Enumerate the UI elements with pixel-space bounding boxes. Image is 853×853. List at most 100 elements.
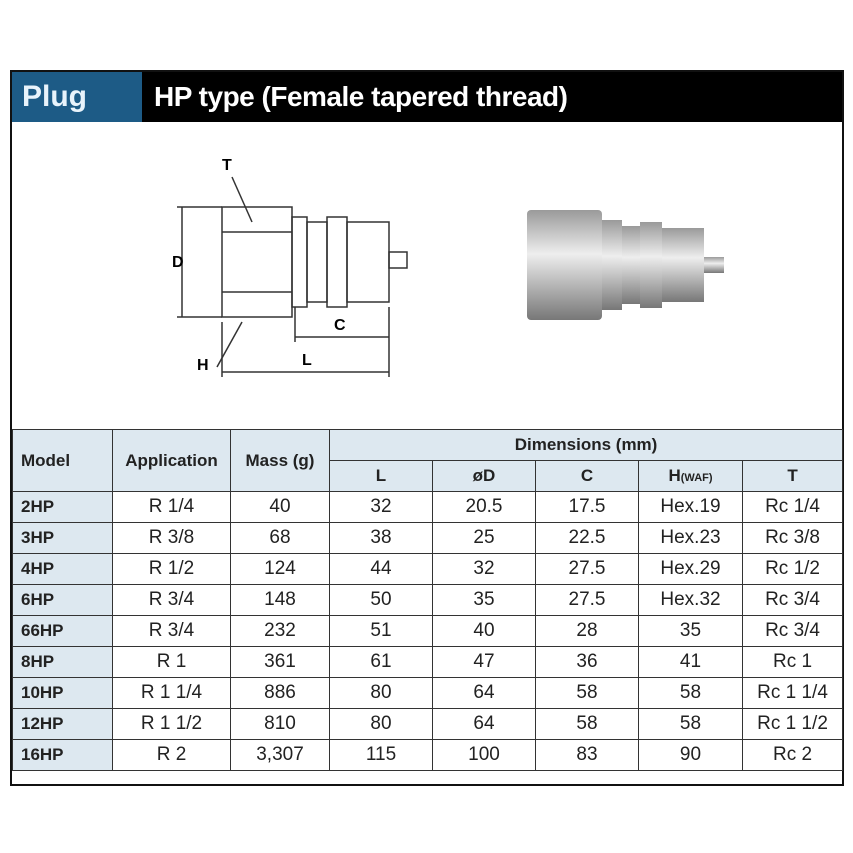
cell-H: 35 xyxy=(638,615,743,647)
header-model: Model xyxy=(12,429,113,492)
header-H: H(WAF) xyxy=(638,460,743,492)
cell-mass: 3,307 xyxy=(230,739,330,771)
cell-mass: 40 xyxy=(230,491,330,523)
cell-model: 6HP xyxy=(12,584,113,616)
cell-H: Hex.19 xyxy=(638,491,743,523)
cell-D: 64 xyxy=(432,677,536,709)
cell-mass: 886 xyxy=(230,677,330,709)
dimension-drawing: T D C H L xyxy=(172,157,724,377)
cell-L: 51 xyxy=(329,615,433,647)
table-row: 12HP R 1 1/2 810 80 64 58 58 Rc 1 1/2 xyxy=(12,708,844,740)
cell-model: 12HP xyxy=(12,708,113,740)
cell-T: Rc 1/2 xyxy=(741,553,844,585)
cell-H: Hex.23 xyxy=(638,522,743,554)
cell-application: R 1 1/4 xyxy=(112,677,231,709)
header-mass: Mass (g) xyxy=(230,429,330,492)
cell-T: Rc 1/4 xyxy=(741,491,844,523)
header-T: T xyxy=(741,460,844,492)
cell-D: 20.5 xyxy=(432,491,536,523)
cell-H: 41 xyxy=(638,646,743,678)
cell-T: Rc 1 1/2 xyxy=(741,708,844,740)
cell-application: R 3/4 xyxy=(112,615,231,647)
cell-L: 50 xyxy=(329,584,433,616)
figure-area: T D C H L xyxy=(12,122,842,429)
cell-C: 58 xyxy=(535,677,639,709)
label-D: D xyxy=(172,254,184,271)
category-label: Plug xyxy=(12,72,142,122)
cell-mass: 232 xyxy=(230,615,330,647)
cell-application: R 3/8 xyxy=(112,522,231,554)
cell-T: Rc 3/8 xyxy=(741,522,844,554)
cell-mass: 148 xyxy=(230,584,330,616)
cell-L: 38 xyxy=(329,522,433,554)
table-row: 16HP R 2 3,307 115 100 83 90 Rc 2 xyxy=(12,739,844,771)
header-bar: Plug HP type (Female tapered thread) xyxy=(12,72,842,122)
table-row: 8HP R 1 361 61 47 36 41 Rc 1 xyxy=(12,646,844,678)
cell-D: 32 xyxy=(432,553,536,585)
header-dimensions: Dimensions (mm) xyxy=(328,429,844,461)
cell-model: 3HP xyxy=(12,522,113,554)
table-row: 3HP R 3/8 68 38 25 22.5 Hex.23 Rc 3/8 xyxy=(12,522,844,554)
cell-T: Rc 1 xyxy=(741,646,844,678)
cell-application: R 1/2 xyxy=(112,553,231,585)
table-row: 66HP R 3/4 232 51 40 28 35 Rc 3/4 xyxy=(12,615,844,647)
cell-L: 32 xyxy=(329,491,433,523)
cell-C: 22.5 xyxy=(535,522,639,554)
header-L: L xyxy=(329,460,433,492)
table-row: 2HP R 1/4 40 32 20.5 17.5 Hex.19 Rc 1/4 xyxy=(12,491,844,523)
cell-D: 64 xyxy=(432,708,536,740)
cell-application: R 2 xyxy=(112,739,231,771)
cell-C: 17.5 xyxy=(535,491,639,523)
cell-mass: 68 xyxy=(230,522,330,554)
cell-mass: 810 xyxy=(230,708,330,740)
header-D: øD xyxy=(432,460,536,492)
cell-D: 35 xyxy=(432,584,536,616)
label-H: H xyxy=(197,357,209,374)
cell-L: 80 xyxy=(329,677,433,709)
cell-application: R 1 xyxy=(112,646,231,678)
header-C: C xyxy=(535,460,639,492)
cell-model: 10HP xyxy=(12,677,113,709)
cell-application: R 1 1/2 xyxy=(112,708,231,740)
cell-mass: 361 xyxy=(230,646,330,678)
page-title: HP type (Female tapered thread) xyxy=(154,81,568,112)
table-row: 10HP R 1 1/4 886 80 64 58 58 Rc 1 1/4 xyxy=(12,677,844,709)
table-row: 6HP R 3/4 148 50 35 27.5 Hex.32 Rc 3/4 xyxy=(12,584,844,616)
cell-mass: 124 xyxy=(230,553,330,585)
cell-D: 100 xyxy=(432,739,536,771)
cell-C: 36 xyxy=(535,646,639,678)
label-T: T xyxy=(222,157,232,174)
cell-H: 58 xyxy=(638,677,743,709)
cell-D: 47 xyxy=(432,646,536,678)
cell-L: 61 xyxy=(329,646,433,678)
cell-C: 27.5 xyxy=(535,553,639,585)
product-sheet: Plug HP type (Female tapered thread) T D… xyxy=(10,70,844,786)
cell-model: 66HP xyxy=(12,615,113,647)
cell-H: 58 xyxy=(638,708,743,740)
table-row: 4HP R 1/2 124 44 32 27.5 Hex.29 Rc 1/2 xyxy=(12,553,844,585)
cell-model: 16HP xyxy=(12,739,113,771)
cell-D: 40 xyxy=(432,615,536,647)
cell-L: 80 xyxy=(329,708,433,740)
label-L: L xyxy=(302,352,312,369)
product-photo xyxy=(527,210,724,320)
label-C: C xyxy=(334,317,346,334)
cell-D: 25 xyxy=(432,522,536,554)
cell-C: 83 xyxy=(535,739,639,771)
cell-T: Rc 3/4 xyxy=(741,584,844,616)
header-application: Application xyxy=(112,429,231,492)
cell-H: 90 xyxy=(638,739,743,771)
cell-L: 44 xyxy=(329,553,433,585)
cell-model: 8HP xyxy=(12,646,113,678)
cell-H: Hex.32 xyxy=(638,584,743,616)
cell-T: Rc 2 xyxy=(741,739,844,771)
cell-C: 28 xyxy=(535,615,639,647)
header-H-sub: (WAF) xyxy=(680,472,713,484)
cell-model: 2HP xyxy=(12,491,113,523)
cell-T: Rc 3/4 xyxy=(741,615,844,647)
header-H-label: H xyxy=(668,466,681,485)
specifications-table: Model Application Mass (g) Dimensions (m… xyxy=(12,429,844,771)
cell-C: 27.5 xyxy=(535,584,639,616)
cell-application: R 3/4 xyxy=(112,584,231,616)
cell-H: Hex.29 xyxy=(638,553,743,585)
